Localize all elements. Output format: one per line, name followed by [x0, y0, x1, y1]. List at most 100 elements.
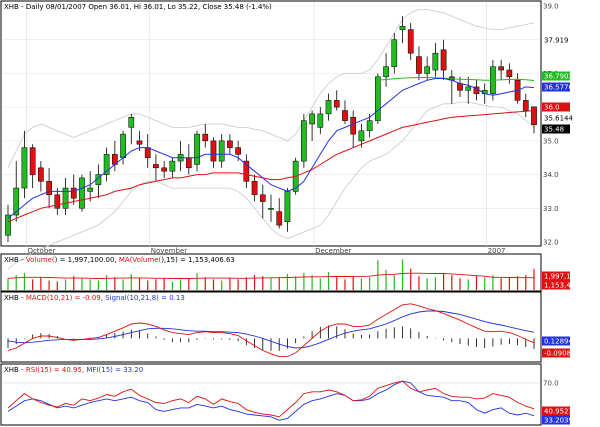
- candle-body: [531, 106, 537, 125]
- grid-lines: [2, 2, 540, 246]
- candle-body: [440, 49, 447, 71]
- price-panel-frame: [0, 0, 542, 247]
- volume-value-label-bg: [542, 271, 570, 281]
- rsi-prefix: XHB -: [4, 366, 26, 374]
- volume-ma-line: [7, 272, 534, 279]
- volume-value-label: 1,153,406: [544, 282, 580, 290]
- candle-body: [103, 154, 110, 175]
- ma-short-line: [7, 78, 535, 219]
- candle-body: [522, 100, 529, 111]
- volume-bars: [7, 259, 535, 290]
- candle-body: [325, 100, 332, 115]
- candle-body: [301, 120, 307, 162]
- candle-body: [235, 147, 241, 155]
- price-tick-label: 33.0: [543, 205, 559, 213]
- candle-body: [227, 140, 233, 148]
- price-value-label-bg: [542, 82, 570, 92]
- candle-body: [276, 211, 283, 226]
- macd-value-label-bg: [542, 348, 570, 358]
- candle-body: [161, 167, 168, 172]
- moving-averages: [7, 77, 535, 223]
- candle-body: [62, 187, 69, 209]
- band-upper-line: [7, 8, 535, 168]
- volume-value: ) = 1,997,100.00,: [55, 256, 119, 264]
- volume-panel-frame: [0, 253, 542, 292]
- price-tick-label: 32.0: [543, 239, 559, 247]
- price-value-label: 35.6144: [544, 115, 573, 123]
- volume-value-label-bg: [542, 280, 570, 290]
- price-value-label-bg: [542, 102, 570, 112]
- price-tick-label: 34.0: [543, 171, 559, 179]
- candle-body: [218, 140, 225, 162]
- mfi-value: MFI(15) = 33.20: [86, 366, 143, 374]
- volume-value-label: 1,997,100: [544, 273, 580, 281]
- candle-body: [465, 86, 472, 91]
- candle-body: [317, 113, 324, 128]
- rsi-value: RSI(15) = 40.95,: [26, 366, 87, 374]
- candle-body: [120, 133, 126, 158]
- candle-body: [399, 25, 406, 30]
- candle-body: [383, 66, 389, 78]
- macd-header: XHB - MACD(10,21) = -0.09, Signal(10,21,…: [4, 294, 185, 302]
- macd-value-label: 0.128944: [544, 338, 578, 346]
- signal-line: [7, 310, 535, 349]
- candle-body: [350, 117, 357, 135]
- month-label: 2007: [488, 247, 506, 255]
- price-value-label: 36.7902: [544, 73, 573, 81]
- candle-body: [342, 110, 348, 121]
- volume-name: Volume(: [26, 256, 55, 264]
- candle-body: [416, 56, 422, 74]
- band-lower-line: [7, 101, 535, 270]
- candle-body: [506, 69, 513, 78]
- candle-body: [128, 117, 135, 128]
- rsi-line: [7, 380, 535, 418]
- volume-header: XHB - Volume() = 1,997,100.00, MA(Volume…: [4, 256, 235, 264]
- macd-value: MACD(10,21) = -0.09,: [26, 294, 105, 302]
- candle-body: [70, 187, 77, 199]
- price-value-label: 36.5776: [544, 84, 573, 92]
- candle-body: [424, 66, 431, 74]
- candle-body: [243, 160, 250, 182]
- rsi-panel-frame: [0, 363, 542, 426]
- candle-body: [259, 194, 266, 202]
- macd-panel-frame: [0, 291, 542, 363]
- price-value-label: 36.0: [544, 104, 560, 112]
- price-value-label: 37.919: [544, 37, 569, 45]
- macd-value-label-bg: [542, 336, 570, 346]
- candle-body: [333, 100, 340, 108]
- macd-value-label: -0.0908: [544, 350, 571, 358]
- candle-body: [202, 133, 209, 142]
- volume-prefix: XHB -: [4, 256, 26, 264]
- axis-labels: 39.038.037.036.035.034.033.032.0OctoberN…: [27, 3, 580, 425]
- rsi-header: XHB - RSI(15) = 40.95, MFI(15) = 33.20: [4, 366, 143, 374]
- candle-body: [13, 187, 20, 216]
- price-tick-label: 39.0: [543, 3, 559, 11]
- candle-body: [194, 133, 200, 165]
- volume-ma-value: ),15) = 1,153,406.63: [161, 256, 235, 264]
- ma-mid-line: [377, 77, 535, 81]
- candle-body: [309, 113, 315, 125]
- candle-body: [407, 29, 414, 54]
- volume-ma-name: MA(Volume(: [119, 256, 162, 264]
- candle-body: [87, 187, 94, 192]
- mfi-line: [7, 380, 535, 421]
- candle-body: [185, 157, 192, 169]
- candle-body: [136, 140, 143, 145]
- price-value-label-bg: [542, 71, 570, 81]
- candle-body: [169, 160, 176, 172]
- rsi-value-label-bg: [542, 415, 570, 425]
- candle-body: [38, 167, 44, 182]
- candle-body: [457, 83, 463, 91]
- candle-body: [21, 147, 28, 189]
- candle-body: [54, 194, 61, 209]
- month-label: November: [151, 247, 188, 255]
- candle-body: [432, 52, 439, 71]
- candle-body: [284, 191, 291, 223]
- candle-body: [210, 140, 217, 162]
- price-value-label-bg: [542, 35, 570, 45]
- macd-line: [7, 303, 535, 358]
- price-value-label-bg: [542, 124, 570, 134]
- candle-body: [366, 120, 373, 131]
